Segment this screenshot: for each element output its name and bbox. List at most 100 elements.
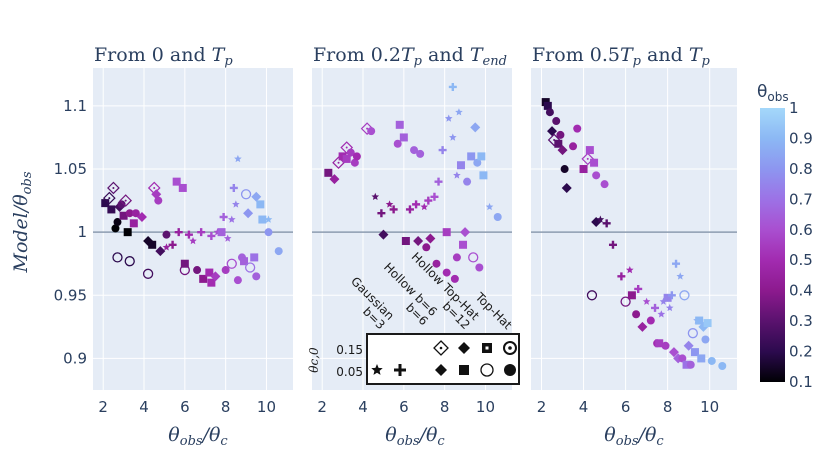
- panel-3-point-51: [686, 360, 695, 369]
- panel-3-point-43: [668, 347, 679, 358]
- panel-3-point-49: [682, 360, 691, 369]
- panel-1-point-50: [232, 200, 240, 208]
- panel-1-point-36: [197, 228, 206, 237]
- panel-3-point-18: [592, 171, 601, 180]
- panel-3-title: From 0.5Tp and Tp: [532, 44, 711, 69]
- panel-1-point-64: [264, 228, 273, 237]
- panel-2-point-22: [410, 146, 419, 155]
- panel-1-point-52: [233, 276, 242, 285]
- ytick-2: 0.95: [54, 286, 87, 304]
- panel-1-point-54: [240, 257, 249, 266]
- legend-marker-005-5: [480, 363, 494, 377]
- panel-3-point-32: [642, 297, 651, 305]
- panel-2-point-44: [459, 240, 468, 249]
- panel-3: From 0.5Tp and Tp 2 4 6 8 10: [531, 44, 737, 416]
- panel-2-point-4: [338, 152, 347, 161]
- panel-1-point-30: [174, 228, 183, 237]
- panel-1-xtick-2: 4: [139, 398, 149, 416]
- panel-2-point-48: [468, 252, 479, 263]
- panel-1-point-1: [101, 199, 110, 208]
- panel-2-point-3: [332, 156, 345, 170]
- panel-1-point-61: [256, 200, 265, 209]
- panel-3-point-56: [697, 354, 706, 363]
- panel-2-point-55: [493, 213, 502, 222]
- y-axis-label: Model/θobs: [10, 171, 35, 273]
- panel-3-point-34: [651, 303, 660, 312]
- panel-2-point-42: [455, 108, 463, 116]
- panel-3-point-60: [707, 356, 716, 365]
- panel-2-point-53: [479, 171, 488, 180]
- colorbar-tick-1: 0.1: [789, 373, 813, 391]
- legend-marker-005-1: [371, 364, 383, 375]
- colorbar-tick-7: 0.7: [789, 190, 813, 208]
- panel-2-point-50: [473, 158, 482, 167]
- panel-1-point-2: [102, 191, 116, 205]
- panel-1-xtick-4: 8: [221, 398, 231, 416]
- legend-row-title: θc,0: [307, 347, 321, 373]
- panel-3-point-39: [661, 341, 670, 350]
- panel-1-point-10: [119, 194, 133, 207]
- panel-1-point-56: [243, 208, 254, 219]
- panel-2-xtick-5: 10: [476, 398, 495, 416]
- panel-3-point-30: [634, 284, 643, 293]
- panel-3-point-41: [665, 303, 674, 312]
- colorbar-tick-10: 1: [789, 99, 799, 117]
- panel-3-point-13: [573, 124, 582, 133]
- panel-2-point-29: [425, 233, 436, 244]
- panel-3-point-28: [627, 291, 636, 300]
- panel-3-point-59: [703, 319, 712, 328]
- panel-2-point-9: [352, 152, 361, 161]
- colorbar-tick-6: 0.6: [789, 221, 813, 239]
- panel-2-point-10: [360, 122, 374, 135]
- panel-2-point-39: [450, 274, 459, 283]
- panel-2-point-54: [485, 202, 494, 211]
- panel-3-point-2: [543, 101, 552, 110]
- panel-1-point-3: [107, 205, 116, 214]
- panel-3-point-53: [690, 348, 699, 357]
- panel-2-point-47: [467, 152, 476, 161]
- ytick-1: 0.9: [63, 349, 87, 367]
- panel-1-point-12: [125, 209, 134, 218]
- panel-1-point-37: [199, 274, 208, 283]
- panel-3-point-27: [625, 266, 634, 274]
- legend-marker-015-3: [433, 340, 449, 356]
- legend-marker-005-4: [459, 365, 469, 375]
- panel-1-point-60: [252, 272, 261, 281]
- panel-2-point-8: [350, 158, 359, 167]
- panel-2-point-32: [434, 177, 443, 186]
- panel-3-xtick-5: 10: [700, 398, 719, 416]
- panel-2-point-2: [329, 174, 340, 185]
- panel-1-point-46: [223, 234, 232, 242]
- panel-1-point-57: [244, 262, 256, 273]
- panel-3-point-23: [608, 240, 617, 249]
- legend-marker-005-2: [394, 364, 406, 376]
- panel-1-point-33: [184, 230, 193, 239]
- panel-2-point-25: [416, 149, 425, 158]
- panel-3-point-21: [596, 215, 605, 223]
- panel-3-point-4: [547, 126, 558, 137]
- panel-3-point-36: [655, 339, 664, 348]
- panel-3-point-22: [602, 219, 611, 228]
- panel-1-point-43: [217, 228, 226, 237]
- panel-1-point-27: [172, 177, 181, 186]
- colorbar-tick-3: 0.3: [789, 312, 813, 330]
- panel-2-point-7: [346, 148, 355, 157]
- panel-3-xtick-3: 6: [621, 398, 631, 416]
- panel-1-point-63: [264, 215, 273, 223]
- panel-1-point-65: [274, 247, 283, 256]
- panel-3-point-37: [657, 310, 666, 318]
- panel-1-point-8: [117, 200, 126, 209]
- colorbar-tick-4: 0.4: [789, 282, 813, 300]
- panel-2-xtick-3: 6: [399, 398, 409, 416]
- panel-1-point-45: [221, 266, 230, 275]
- panel-1-point-4: [107, 181, 120, 195]
- panel-3-xtick-4: 8: [663, 398, 673, 416]
- panel-3-point-19: [600, 180, 609, 189]
- panel-3-point-12: [569, 142, 578, 151]
- panel-3-point-31: [637, 321, 648, 332]
- panel-3-point-33: [646, 316, 655, 325]
- panel-2-point-20: [401, 236, 410, 245]
- panel-2-xtick-2: 4: [358, 398, 368, 416]
- panel-3-point-44: [672, 259, 681, 268]
